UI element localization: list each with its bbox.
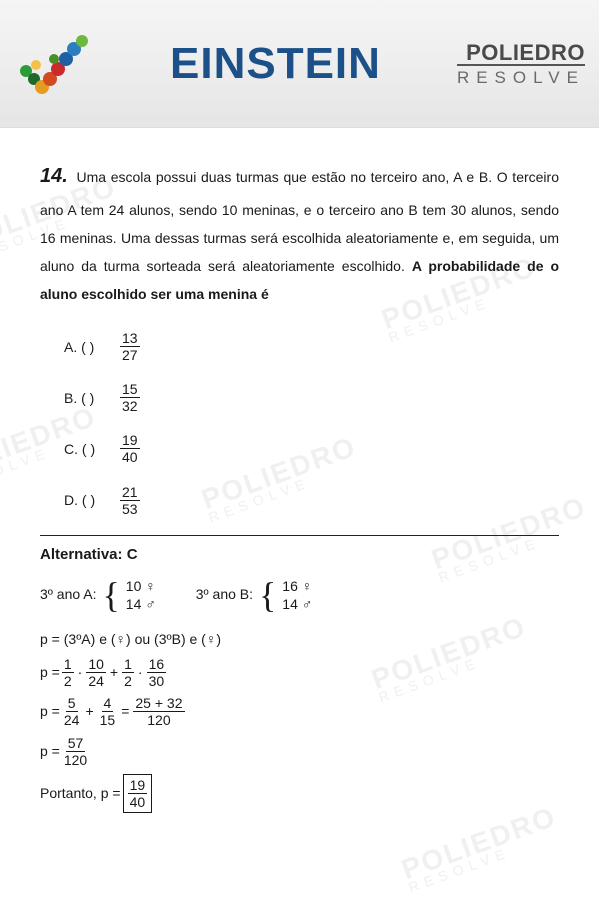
multiply-icon: · — [76, 662, 85, 683]
brace-icon: { — [103, 577, 120, 613]
class-a: 3º ano A: { 10 ♀ 14 ♂ — [40, 577, 156, 613]
fraction-denominator: 120 — [62, 752, 89, 768]
einstein-title: EINSTEIN — [94, 39, 457, 89]
equation-line-2: p = 12 · 1024 + 12 · 1630 — [40, 656, 559, 689]
fraction-denominator: 2 — [62, 673, 74, 689]
fraction-numerator: 16 — [147, 656, 167, 673]
class-a-male: 14 ♂ — [126, 595, 156, 613]
question-number: 14. — [40, 156, 68, 196]
header: EINSTEIN POLIEDRO RESOLVE — [0, 0, 599, 128]
eq-text: p = — [40, 701, 60, 722]
fraction-denominator: 30 — [147, 673, 167, 689]
equation-line-3: p = 524 + 415 = 25 + 32120 — [40, 695, 559, 728]
fraction-numerator: 19 — [120, 432, 140, 449]
poliedro-logo: POLIEDRO RESOLVE — [457, 40, 585, 88]
fraction-numerator: 1 — [62, 656, 74, 673]
fraction-denominator: 24 — [86, 673, 106, 689]
answer-title: Alternativa: C — [40, 546, 559, 563]
plus-icon: + — [108, 662, 120, 683]
fraction-numerator: 13 — [120, 330, 140, 347]
fraction-numerator: 25 + 32 — [133, 695, 184, 712]
class-a-female: 10 ♀ — [126, 577, 156, 595]
eq-text: p = — [40, 662, 60, 683]
equation-final: Portanto, p = 1940 — [40, 774, 559, 813]
fraction-numerator: 1 — [122, 656, 134, 673]
fraction-numerator: 57 — [66, 735, 86, 752]
eq-text: p = — [40, 741, 60, 762]
brace-icon: { — [259, 577, 276, 613]
fraction-numerator: 5 — [66, 695, 78, 712]
class-b-label: 3º ano B: — [196, 584, 253, 605]
fraction-denominator: 27 — [120, 347, 140, 363]
fraction-denominator: 40 — [120, 449, 140, 465]
fraction-denominator: 120 — [145, 712, 172, 728]
class-b-female: 16 ♀ — [282, 577, 312, 595]
resolve-text: RESOLVE — [457, 64, 585, 88]
option-label: B. ( ) — [64, 390, 120, 406]
option-fraction: 13 27 — [120, 330, 140, 363]
content: 14. Uma escola possui duas turmas que es… — [0, 128, 599, 839]
fraction-denominator: 15 — [98, 712, 118, 728]
final-label: Portanto, p = — [40, 783, 121, 804]
fraction-denominator: 40 — [128, 794, 148, 810]
fraction-denominator: 53 — [120, 501, 140, 517]
check-logo-icon — [14, 29, 94, 99]
equation-line-1: p = (3ºA) e (♀) ou (3ºB) e (♀) — [40, 629, 559, 650]
class-b-male: 14 ♂ — [282, 595, 312, 613]
option-c: C. ( ) 19 40 — [64, 432, 559, 465]
option-a: A. ( ) 13 27 — [64, 330, 559, 363]
equation-line-4: p = 57120 — [40, 735, 559, 768]
question-text: 14. Uma escola possui duas turmas que es… — [40, 156, 559, 308]
fraction-denominator: 32 — [120, 398, 140, 414]
multiply-icon: · — [136, 662, 145, 683]
fraction-numerator: 15 — [120, 381, 140, 398]
class-summary: 3º ano A: { 10 ♀ 14 ♂ 3º ano B: { 16 ♀ 1… — [40, 577, 559, 613]
option-fraction: 15 32 — [120, 381, 140, 414]
boxed-answer: 1940 — [123, 774, 153, 813]
option-label: D. ( ) — [64, 492, 120, 508]
option-fraction: 21 53 — [120, 484, 140, 517]
option-d: D. ( ) 21 53 — [64, 484, 559, 517]
class-a-label: 3º ano A: — [40, 584, 97, 605]
class-b: 3º ano B: { 16 ♀ 14 ♂ — [196, 577, 313, 613]
divider — [40, 535, 559, 536]
fraction-numerator: 21 — [120, 484, 140, 501]
fraction-numerator: 19 — [128, 777, 148, 794]
option-label: C. ( ) — [64, 441, 120, 457]
fraction-denominator: 2 — [122, 673, 134, 689]
option-fraction: 19 40 — [120, 432, 140, 465]
fraction-numerator: 10 — [86, 656, 106, 673]
option-label: A. ( ) — [64, 339, 120, 355]
fraction-numerator: 4 — [102, 695, 114, 712]
fraction-denominator: 24 — [62, 712, 82, 728]
options-list: A. ( ) 13 27 B. ( ) 15 32 C. ( ) 19 40 D… — [40, 330, 559, 517]
plus-icon: + — [83, 701, 95, 722]
option-b: B. ( ) 15 32 — [64, 381, 559, 414]
equals-icon: = — [119, 701, 131, 722]
poliedro-text: POLIEDRO — [457, 40, 585, 66]
solution: 3º ano A: { 10 ♀ 14 ♂ 3º ano B: { 16 ♀ 1… — [40, 577, 559, 813]
